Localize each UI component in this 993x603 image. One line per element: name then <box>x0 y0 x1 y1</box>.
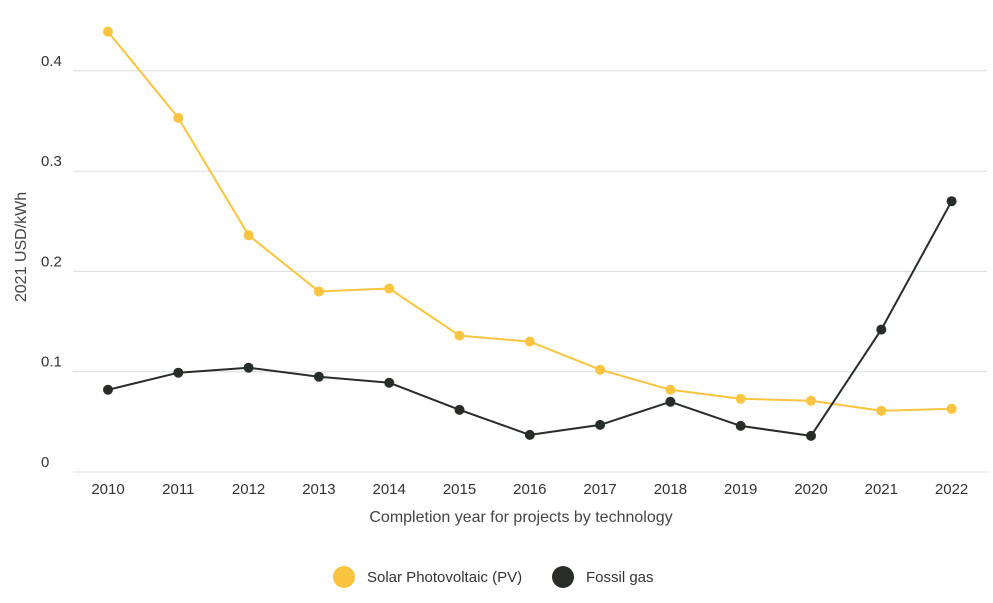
legend-marker-fossil-gas <box>552 566 574 588</box>
data-point <box>384 377 395 388</box>
x-tick-label: 2016 <box>513 481 546 498</box>
data-point <box>806 430 816 441</box>
legend-label-fossil-gas: Fossil gas <box>586 569 654 586</box>
data-point <box>313 371 324 382</box>
y-tick-label: 0.2 <box>41 253 62 270</box>
data-point <box>313 286 324 297</box>
x-tick-label: 2013 <box>302 481 335 498</box>
x-axis-title: Completion year for projects by technolo… <box>369 509 672 526</box>
x-tick-label: 2018 <box>654 481 687 498</box>
data-point <box>876 405 887 416</box>
x-tick-label: 2019 <box>724 481 757 498</box>
x-tick-label: 2021 <box>865 481 898 498</box>
data-point <box>665 396 676 407</box>
legend-label-solar-pv: Solar Photovoltaic (PV) <box>367 569 522 586</box>
y-tick-label: 0.4 <box>41 53 62 70</box>
series-line-0 <box>107 31 952 412</box>
data-point <box>946 403 957 414</box>
data-point <box>243 362 254 373</box>
x-tick-label: 2017 <box>583 481 616 498</box>
series-points <box>103 26 957 441</box>
data-point <box>103 384 113 395</box>
data-point <box>524 429 535 440</box>
y-tick-label: 0 <box>41 454 49 471</box>
data-point <box>665 384 676 395</box>
x-tick-label: 2010 <box>91 481 124 498</box>
data-point <box>173 367 184 378</box>
data-point <box>735 393 746 404</box>
legend-marker-solar-pv <box>333 566 355 588</box>
x-tick-label: 2022 <box>935 481 968 498</box>
data-point <box>595 364 606 375</box>
data-point <box>524 336 535 347</box>
data-point <box>384 283 395 294</box>
x-tick-label: 2012 <box>232 481 265 498</box>
legend: Solar Photovoltaic (PV) Fossil gas <box>333 566 654 588</box>
data-point <box>103 26 113 37</box>
series-lines <box>107 31 953 437</box>
series-line-1 <box>107 200 953 437</box>
x-tick-label: 2014 <box>373 481 406 498</box>
data-point <box>735 420 746 431</box>
x-tick-label: 2020 <box>794 481 827 498</box>
x-axis-ticks: 2010 2011 2012 2013 2014 2015 2016 2017 2018 2019… <box>91 481 968 498</box>
data-point <box>243 230 254 241</box>
data-point <box>946 196 957 207</box>
x-tick-label: 2015 <box>443 481 476 498</box>
y-axis-ticks: 0 0.1 0.2 0.3 0.4 <box>41 53 62 471</box>
data-point <box>876 324 887 335</box>
data-point <box>595 419 606 430</box>
data-point <box>806 395 816 406</box>
gridlines <box>73 70 987 473</box>
y-tick-label: 0.1 <box>41 354 62 371</box>
y-tick-label: 0.3 <box>41 153 62 170</box>
y-axis-title: 2021 USD/kWh <box>13 192 30 302</box>
x-tick-label: 2011 <box>162 481 194 498</box>
data-point <box>454 404 465 415</box>
data-point <box>454 330 465 341</box>
data-point <box>173 112 184 123</box>
